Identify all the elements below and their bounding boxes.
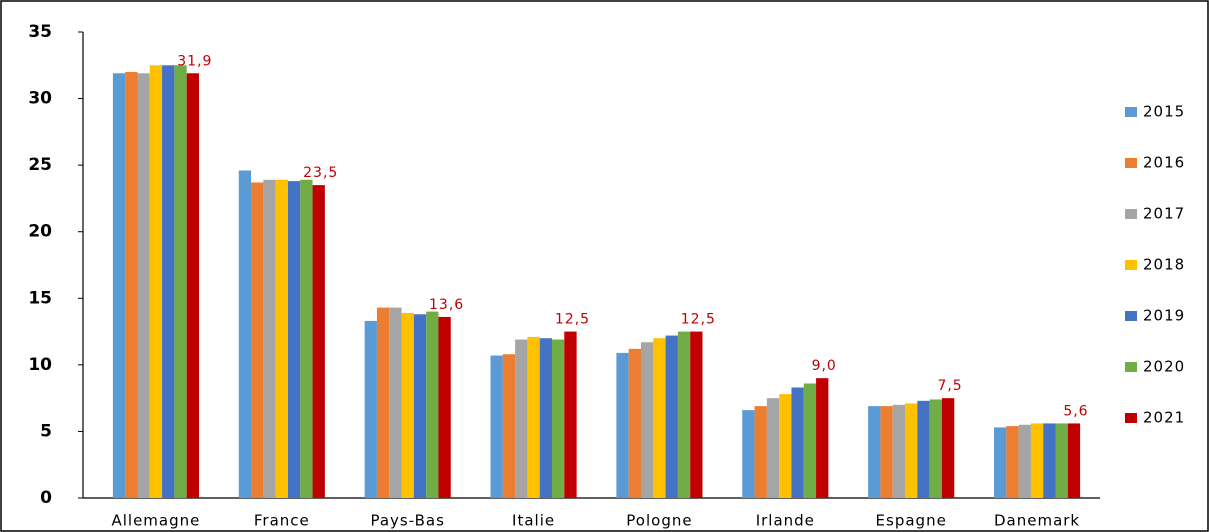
legend-label: 2016	[1143, 154, 1185, 172]
bar	[186, 73, 199, 498]
x-tick-label: Allemagne	[111, 512, 200, 530]
bar	[677, 331, 691, 498]
bar	[376, 307, 390, 498]
bar	[275, 179, 288, 498]
bar	[616, 352, 629, 498]
data-label: 9,0	[812, 358, 837, 374]
bar	[892, 404, 906, 498]
data-label: 23,5	[303, 165, 338, 181]
bar	[628, 348, 641, 498]
bar	[539, 338, 553, 498]
data-label: 31,9	[177, 53, 212, 69]
data-label: 7,5	[937, 378, 962, 394]
x-tick-label: Irlande	[756, 512, 815, 530]
bar	[312, 185, 325, 498]
bar	[238, 170, 252, 498]
data-label: 12,5	[681, 312, 716, 328]
bar	[527, 336, 540, 498]
bar	[868, 406, 881, 498]
bar	[929, 399, 942, 498]
bar	[1006, 426, 1019, 498]
y-tick-label: 30	[28, 89, 52, 109]
legend-swatch	[1125, 158, 1137, 168]
bar	[162, 65, 175, 499]
legend-swatch	[1125, 209, 1137, 219]
bar	[112, 73, 126, 498]
y-tick-label: 35	[28, 22, 52, 42]
bar	[389, 307, 402, 498]
bar	[413, 314, 427, 498]
legend-swatch	[1125, 107, 1137, 117]
legend-swatch	[1125, 362, 1137, 372]
legend-swatch	[1125, 260, 1137, 270]
x-tick-label: Italie	[512, 512, 555, 530]
legend-swatch	[1125, 311, 1137, 321]
bar	[742, 410, 755, 498]
bar	[1055, 423, 1068, 498]
bar	[137, 73, 150, 498]
x-tick-label: France	[254, 512, 310, 530]
y-tick-label: 0	[40, 488, 52, 508]
bar	[1043, 423, 1056, 498]
y-tick-label: 10	[28, 355, 52, 375]
bar	[880, 406, 893, 498]
bar	[779, 394, 792, 498]
bar	[263, 179, 276, 498]
bar	[690, 331, 703, 498]
bar	[426, 311, 439, 498]
y-tick-label: 5	[40, 421, 52, 441]
bar	[941, 398, 955, 498]
x-tick-label: Pays-Bas	[370, 512, 444, 530]
legend-label: 2015	[1143, 103, 1185, 121]
y-tick-label: 20	[28, 222, 52, 242]
bar	[401, 312, 414, 498]
data-label: 5,6	[1063, 403, 1088, 419]
bar	[564, 331, 577, 498]
data-label: 13,6	[429, 297, 464, 313]
legend-label: 2021	[1143, 409, 1185, 427]
y-tick-label: 25	[28, 155, 52, 175]
bar	[1067, 423, 1081, 498]
legend-label: 2017	[1143, 205, 1185, 223]
bar	[791, 387, 804, 498]
legend-label: 2020	[1143, 358, 1185, 376]
bar	[174, 65, 187, 499]
data-label: 12,5	[555, 312, 590, 328]
x-tick-label: Pologne	[626, 512, 692, 530]
bar	[803, 383, 817, 498]
bar	[816, 378, 829, 498]
bar	[287, 181, 301, 498]
bar	[515, 339, 528, 498]
bar	[552, 339, 565, 498]
bar	[149, 65, 163, 499]
bar	[438, 316, 451, 498]
bar	[364, 320, 377, 498]
bar	[300, 179, 313, 498]
bar	[754, 406, 767, 498]
bar	[766, 398, 780, 498]
bar	[1030, 423, 1044, 498]
bar	[905, 403, 918, 498]
bar	[502, 354, 516, 498]
bar	[490, 355, 503, 498]
legend-label: 2019	[1143, 307, 1185, 325]
bar	[917, 400, 930, 498]
y-tick-label: 15	[28, 288, 52, 308]
bar	[1018, 424, 1031, 498]
bar	[251, 182, 264, 499]
x-tick-label: Danemark	[994, 512, 1080, 530]
bar	[665, 335, 678, 498]
x-tick-label: Espagne	[876, 512, 947, 530]
bar	[653, 338, 666, 498]
bar	[640, 342, 654, 498]
bar	[994, 427, 1007, 498]
legend-swatch	[1125, 413, 1137, 423]
bar	[125, 71, 138, 498]
legend-label: 2018	[1143, 256, 1185, 274]
